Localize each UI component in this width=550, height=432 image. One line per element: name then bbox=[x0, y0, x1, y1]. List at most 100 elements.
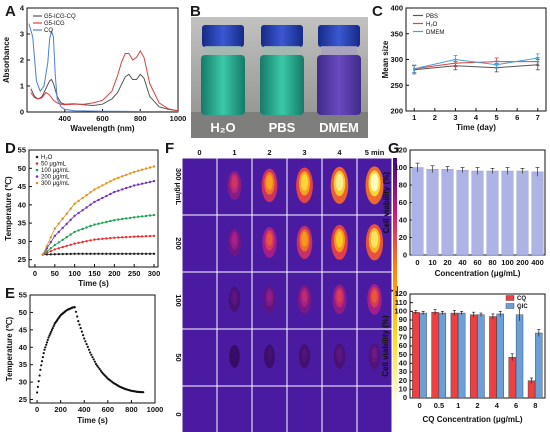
data-point bbox=[61, 238, 64, 241]
data-point bbox=[109, 252, 112, 255]
data-point bbox=[77, 252, 80, 255]
x-tick-label: 20 bbox=[443, 258, 451, 267]
data-point bbox=[125, 217, 128, 220]
y-axis-title: Temperature (℃) bbox=[4, 176, 13, 241]
y-tick-label: 110 bbox=[395, 298, 407, 307]
data-point bbox=[73, 230, 76, 234]
x-tick-label: 100 bbox=[501, 258, 514, 267]
data-point bbox=[148, 166, 152, 169]
x-tick-label: 1 bbox=[412, 113, 416, 122]
data-point bbox=[137, 252, 140, 255]
legend-swatch bbox=[505, 295, 515, 301]
data-point bbox=[36, 391, 39, 394]
thermal-hotspot-core bbox=[301, 231, 308, 247]
legend-label: GIC bbox=[517, 304, 528, 310]
data-point bbox=[93, 360, 96, 363]
data-point bbox=[152, 165, 156, 168]
data-point bbox=[144, 181, 148, 184]
data-point bbox=[93, 238, 96, 241]
data-point bbox=[93, 252, 96, 255]
data-point bbox=[45, 341, 49, 344]
data-point bbox=[89, 239, 92, 242]
thermal-cell-background bbox=[252, 386, 287, 432]
x-tick-label: 0 bbox=[33, 269, 37, 278]
data-point bbox=[65, 212, 68, 215]
y-tick-label: 300 bbox=[390, 55, 403, 64]
data-point bbox=[46, 338, 49, 341]
time-column-label: 5 min bbox=[365, 148, 385, 157]
data-point bbox=[133, 216, 136, 219]
data-point bbox=[125, 186, 128, 190]
bar-gic bbox=[419, 312, 427, 399]
y-tick-label: 0 bbox=[403, 251, 407, 260]
legend-label: 100 μg/mL bbox=[41, 168, 70, 174]
data-point bbox=[85, 343, 88, 346]
data-point bbox=[144, 252, 148, 255]
data-point bbox=[80, 330, 83, 333]
data-point bbox=[47, 336, 50, 339]
x-tick-label: 0.5 bbox=[434, 401, 444, 410]
thermal-hotspot-core bbox=[266, 232, 273, 247]
x-tick-label: 5 bbox=[495, 113, 499, 122]
data-point bbox=[105, 194, 108, 198]
vial-cap bbox=[318, 25, 360, 47]
data-point bbox=[93, 223, 96, 226]
data-point bbox=[96, 364, 99, 367]
data-point bbox=[40, 360, 44, 363]
data-point bbox=[121, 217, 124, 221]
x-tick-label: 150 bbox=[88, 269, 101, 278]
thermal-cell-background bbox=[287, 386, 322, 432]
data-point bbox=[69, 207, 72, 210]
y-tick-label: 20 bbox=[399, 233, 407, 242]
bar bbox=[411, 167, 424, 256]
bar bbox=[486, 170, 499, 256]
data-point bbox=[129, 172, 132, 175]
data-point bbox=[97, 238, 100, 241]
data-point bbox=[148, 214, 152, 217]
vial-liquid bbox=[201, 55, 245, 115]
thermal-hotspot-core bbox=[335, 173, 344, 192]
thermal-hotspot-core bbox=[267, 348, 272, 358]
x-tick-label: 6 bbox=[514, 401, 518, 410]
series-line-g5-icg bbox=[30, 49, 179, 112]
legend-label: 300 μg/mL bbox=[41, 181, 70, 187]
x-tick-label: 400 bbox=[58, 114, 71, 123]
y-tick-label: 50 bbox=[18, 164, 26, 173]
y-tick-label: 50 bbox=[19, 308, 27, 317]
data-point bbox=[97, 222, 100, 225]
x-tick-label: 4 bbox=[474, 113, 479, 122]
y-axis-title: Cell viability (%) bbox=[382, 171, 391, 233]
data-point bbox=[78, 323, 81, 326]
x-tick-label: 2 bbox=[433, 113, 437, 122]
data-point bbox=[97, 252, 100, 255]
data-point bbox=[73, 202, 76, 205]
bar-cq bbox=[412, 312, 420, 399]
thermal-hotspot-core bbox=[232, 349, 237, 358]
y-tick-label: 250 bbox=[390, 81, 403, 90]
legend-label: CQ bbox=[517, 296, 526, 302]
series-line-g5-icg-cq bbox=[30, 73, 179, 112]
vial-neck bbox=[205, 46, 241, 56]
x-tick-label: 1000 bbox=[147, 405, 164, 414]
bar-cq bbox=[469, 314, 478, 399]
data-point bbox=[121, 252, 124, 255]
data-point bbox=[133, 184, 136, 187]
data-point bbox=[69, 218, 72, 221]
data-point bbox=[57, 252, 60, 256]
data-point bbox=[49, 250, 52, 253]
data-point bbox=[51, 327, 54, 330]
data-point bbox=[140, 168, 144, 171]
y-tick-label: 80 bbox=[399, 181, 407, 190]
data-point bbox=[152, 234, 156, 238]
thermal-hotspot-core bbox=[371, 289, 378, 304]
legend-label: 50 μg/mL bbox=[41, 162, 67, 168]
legend-swatch bbox=[505, 303, 515, 309]
data-point bbox=[77, 320, 80, 323]
data-point bbox=[39, 368, 42, 371]
data-point bbox=[133, 170, 136, 174]
bar-gic bbox=[496, 313, 504, 399]
legend-swatch bbox=[35, 162, 39, 165]
series-line bbox=[414, 57, 538, 70]
data-point bbox=[97, 366, 100, 369]
